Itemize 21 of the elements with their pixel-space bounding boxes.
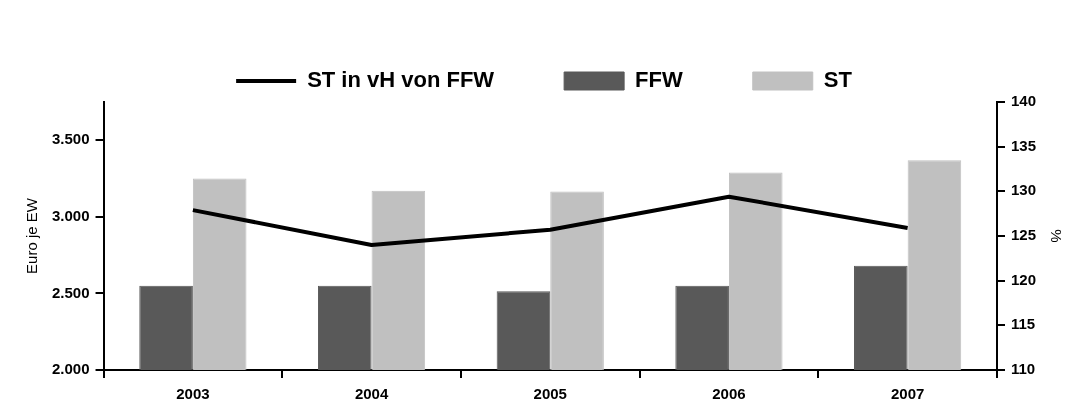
x-tick-label: 2003 (176, 385, 210, 403)
y-tick-label: 2.000 (51, 360, 90, 378)
x-tick-label: 2007 (890, 385, 925, 403)
y-axis-title: Euro je EW (23, 197, 41, 274)
y2-tick-label: 125 (1010, 226, 1036, 244)
y-tick-label: 3.000 (51, 207, 90, 224)
y2-tick-label: 110 (1010, 360, 1036, 378)
y2-tick-label: 140 (1010, 92, 1036, 110)
y2-tick-label: 135 (1010, 136, 1036, 154)
y2-axis-title: % (1047, 229, 1065, 243)
legend-label: FFW (635, 67, 683, 93)
y-tick-label: 2.500 (51, 283, 90, 301)
y2-tick-label: 115 (1010, 315, 1036, 333)
legend-label: ST (823, 67, 853, 93)
x-tick-label: 2006 (712, 385, 746, 403)
legend-label: ST in vH von FFW (307, 67, 495, 93)
y2-tick-label: 120 (1010, 270, 1036, 288)
y-tick-label: 3.500 (51, 130, 90, 148)
y2-tick-label: 130 (1010, 181, 1036, 199)
x-tick-label: 2004 (354, 385, 389, 403)
x-tick-label: 2005 (533, 385, 567, 403)
